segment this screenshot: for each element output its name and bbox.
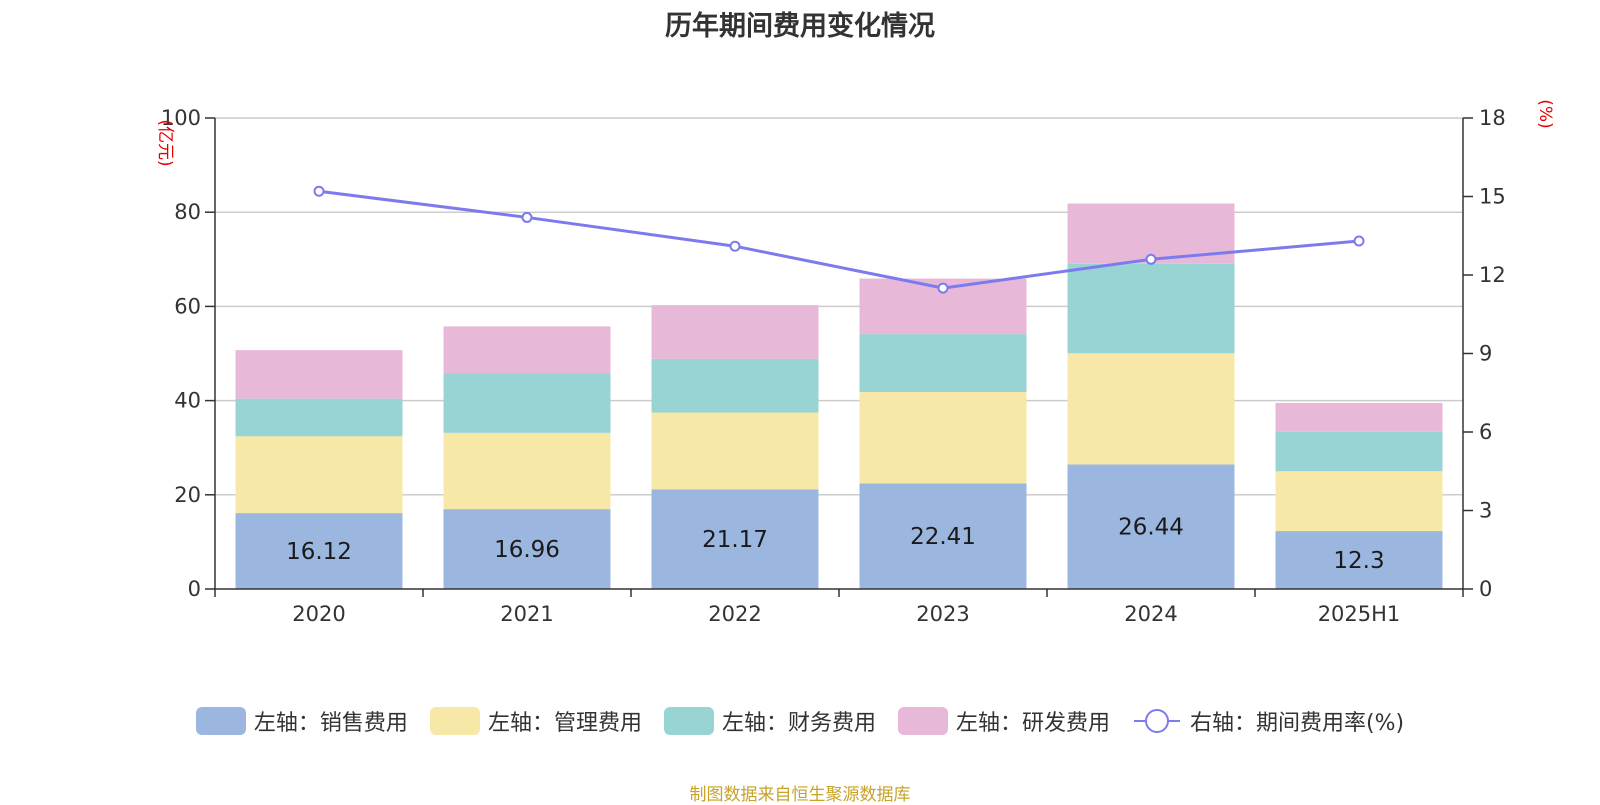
bar-segment-2020-1 bbox=[235, 436, 403, 514]
legend: 左轴：销售费用 左轴：管理费用 左轴：财务费用 左轴：研发费用 右轴：期间费用率(%) bbox=[0, 704, 1600, 738]
bar-data-label: 22.41 bbox=[910, 524, 976, 550]
right-tick-label: 15 bbox=[1479, 185, 1506, 209]
legend-item[interactable]: 左轴：研发费用 bbox=[897, 705, 1110, 737]
bar-segment-2021-3 bbox=[443, 326, 611, 374]
bar-segment-2022-1 bbox=[651, 412, 819, 490]
bar-segment-2023-1 bbox=[859, 392, 1027, 484]
x-tick-label: 2023 bbox=[916, 602, 969, 626]
line-layer bbox=[313, 185, 1365, 294]
left-tick-label: 40 bbox=[174, 389, 201, 413]
bar-segment-2020-3 bbox=[235, 350, 403, 399]
legend-label: 左轴：销售费用 bbox=[253, 711, 408, 736]
bar-data-label: 12.3 bbox=[1333, 548, 1384, 574]
left-tick-label: 100 bbox=[161, 106, 201, 130]
right-tick-label: 0 bbox=[1479, 577, 1492, 601]
line-point-2025H1 bbox=[1353, 235, 1365, 247]
x-tick-label: 2024 bbox=[1124, 602, 1177, 626]
axes-layer: 0 20 40 60 80 100 0 3 6 9 12 15 18 2020 2021 2022 2023 20… bbox=[155, 99, 1555, 626]
line-series-rate bbox=[318, 189, 1360, 290]
legend-label: 左轴：研发费用 bbox=[955, 711, 1110, 736]
right-tick-label: 6 bbox=[1479, 420, 1492, 444]
legend-label: 左轴：财务费用 bbox=[721, 711, 876, 736]
line-point-2020 bbox=[313, 185, 325, 197]
bar-segment-2023-0 bbox=[859, 483, 1027, 589]
bar-segment-2025H1-0 bbox=[1275, 531, 1443, 589]
bar-segment-2024-0 bbox=[1067, 464, 1235, 589]
bar-data-label: 16.12 bbox=[286, 539, 352, 565]
left-tick-label: 80 bbox=[174, 200, 201, 224]
bar-segment-2022-3 bbox=[651, 305, 819, 359]
bar-segment-2024-2 bbox=[1067, 263, 1235, 354]
bar-segment-2022-0 bbox=[651, 489, 819, 589]
x-tick-label: 2025H1 bbox=[1318, 602, 1401, 626]
bar-segment-2025H1-2 bbox=[1275, 431, 1443, 472]
legend-label: 左轴：管理费用 bbox=[487, 711, 642, 736]
x-tick-label: 2020 bbox=[292, 602, 345, 626]
bar-segment-2025H1-3 bbox=[1275, 402, 1443, 432]
bar-segment-2023-2 bbox=[859, 334, 1027, 393]
right-tick-label: 12 bbox=[1479, 263, 1506, 287]
x-tick-label: 2021 bbox=[500, 602, 553, 626]
bar-data-label: 16.96 bbox=[494, 537, 560, 563]
legend-item[interactable]: 右轴：期间费用率(%) bbox=[1132, 705, 1404, 737]
legend-item[interactable]: 左轴：管理费用 bbox=[429, 705, 642, 737]
legend-swatch bbox=[429, 707, 480, 735]
bar-segment-2020-2 bbox=[235, 398, 403, 437]
bar-data-label: 21.17 bbox=[702, 527, 768, 553]
bar-segment-2024-1 bbox=[1067, 353, 1235, 465]
right-tick-label: 9 bbox=[1479, 342, 1492, 366]
line-point-2023 bbox=[937, 282, 949, 294]
right-tick-label: 18 bbox=[1479, 106, 1506, 130]
line-point-2021 bbox=[521, 211, 533, 223]
left-tick-label: 60 bbox=[174, 294, 201, 318]
chart-title: 历年期间费用变化情况 bbox=[665, 11, 935, 42]
bar-data-label: 26.44 bbox=[1118, 515, 1184, 541]
left-tick-label: 20 bbox=[174, 483, 201, 507]
legend-item[interactable]: 左轴：销售费用 bbox=[195, 705, 408, 737]
bar-segment-2025H1-1 bbox=[1275, 471, 1443, 532]
right-tick-label: 3 bbox=[1479, 499, 1492, 523]
bars-layer: 16.12 16.96 21.17 22.41 26.44 12.3 bbox=[235, 203, 1443, 589]
line-point-2022 bbox=[729, 240, 741, 252]
bar-segment-2021-0 bbox=[443, 509, 611, 589]
legend-item[interactable]: 左轴：财务费用 bbox=[663, 705, 876, 737]
right-axis-unit: (%) bbox=[1535, 99, 1555, 128]
legend-swatch bbox=[897, 707, 948, 735]
bar-segment-2021-2 bbox=[443, 373, 611, 433]
left-axis-unit: (亿元) bbox=[155, 119, 175, 166]
source-note: 制图数据来自恒生聚源数据库 bbox=[689, 785, 911, 805]
line-point-2024 bbox=[1145, 253, 1157, 265]
bar-segment-2022-2 bbox=[651, 358, 819, 413]
bar-segment-2021-1 bbox=[443, 432, 611, 510]
legend-label: 右轴：期间费用率(%) bbox=[1189, 711, 1405, 736]
legend-line-swatch bbox=[1133, 709, 1180, 733]
legend-swatch bbox=[663, 707, 714, 735]
left-tick-label: 0 bbox=[188, 577, 201, 601]
bar-segment-2020-0 bbox=[235, 513, 403, 589]
grid-layer bbox=[215, 117, 1463, 496]
x-tick-label: 2022 bbox=[708, 602, 761, 626]
legend-swatch bbox=[195, 707, 246, 735]
